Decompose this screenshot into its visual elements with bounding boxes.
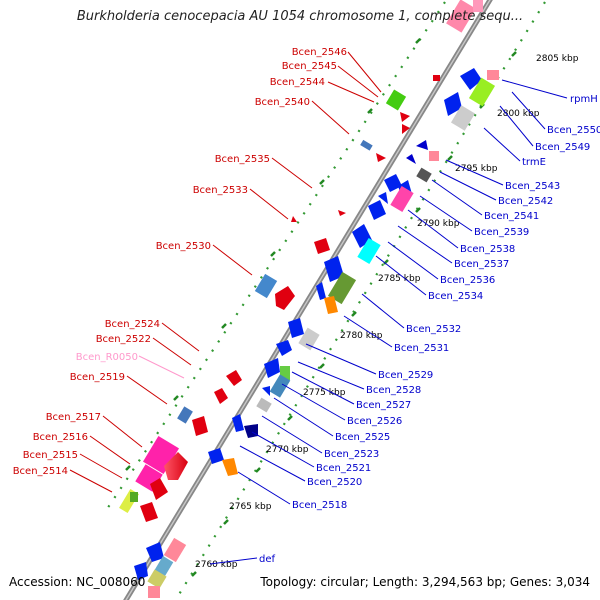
- gene-label[interactable]: Bcen_2543: [505, 181, 560, 192]
- gene-label[interactable]: Bcen_2540: [255, 97, 310, 108]
- kbp-tick-label: 2765 kbp: [229, 502, 272, 512]
- forward-features: [119, 0, 483, 522]
- gene-label[interactable]: Bcen_2525: [335, 432, 390, 443]
- gene-label[interactable]: Bcen_2529: [378, 370, 433, 381]
- gene-label[interactable]: Bcen_2516: [33, 432, 88, 443]
- accession-text: Accession: NC_008060: [9, 575, 146, 589]
- gene-label[interactable]: Bcen_2542: [498, 196, 553, 207]
- kbp-tick-label: 2760 kbp: [195, 560, 238, 570]
- kbp-tick-label: 2795 kbp: [455, 164, 498, 174]
- gene-label[interactable]: Bcen_2537: [454, 259, 509, 270]
- gene-label[interactable]: Bcen_2536: [440, 275, 495, 286]
- genome-backbone: [123, 0, 493, 600]
- gene-label-rna[interactable]: Bcen_R0050: [76, 352, 138, 363]
- map-title: Burkholderia cenocepacia AU 1054 chromos…: [76, 9, 524, 24]
- gene-label[interactable]: Bcen_2534: [428, 291, 483, 302]
- gene-label[interactable]: Bcen_2549: [535, 142, 590, 153]
- gene-label[interactable]: Bcen_2539: [474, 227, 529, 238]
- left-labels: Bcen_2546 Bcen_2545 Bcen_2544 Bcen_2540 …: [13, 47, 347, 477]
- gene-label[interactable]: Bcen_2546: [292, 47, 347, 58]
- gene-label[interactable]: Bcen_2533: [193, 185, 248, 196]
- left-leader-lines: [69, 51, 382, 493]
- gene-label[interactable]: Bcen_2528: [366, 385, 421, 396]
- topology-text: Topology: circular; Length: 3,294,563 bp…: [260, 575, 590, 589]
- kbp-tick-label: 2790 kbp: [417, 219, 460, 229]
- gene-label[interactable]: Bcen_2526: [347, 416, 402, 427]
- gene-label[interactable]: rpmH: [570, 94, 598, 105]
- kbp-ticks: 2805 kbp 2800 kbp 2795 kbp 2790 kbp 2785…: [195, 54, 579, 570]
- kbp-tick-label: 2780 kbp: [340, 331, 383, 341]
- gene-label[interactable]: Bcen_2520: [307, 477, 362, 488]
- gene-label[interactable]: Bcen_2545: [282, 61, 337, 72]
- gene-label[interactable]: Bcen_2527: [356, 400, 411, 411]
- gene-label[interactable]: Bcen_2530: [156, 241, 211, 252]
- gene-label[interactable]: Bcen_2538: [460, 244, 515, 255]
- gene-label[interactable]: Bcen_2514: [13, 466, 68, 477]
- gene-label[interactable]: Bcen_2531: [394, 343, 449, 354]
- gene-label[interactable]: Bcen_2519: [70, 372, 125, 383]
- gene-label[interactable]: Bcen_2550: [547, 125, 600, 136]
- kbp-tick-label: 2785 kbp: [378, 274, 421, 284]
- gene-label[interactable]: Bcen_2518: [292, 500, 347, 511]
- gene-label[interactable]: def: [259, 554, 276, 565]
- gene-label[interactable]: Bcen_2544: [270, 77, 325, 88]
- gene-label[interactable]: trmE: [522, 157, 546, 168]
- gene-label[interactable]: Bcen_2524: [105, 319, 160, 330]
- gene-label[interactable]: Bcen_2517: [46, 412, 101, 423]
- right-leader-lines: [209, 79, 568, 565]
- kbp-tick-label: 2805 kbp: [536, 54, 579, 64]
- gene-label[interactable]: Bcen_2522: [96, 334, 151, 345]
- gene-label[interactable]: Bcen_2532: [406, 324, 461, 335]
- kbp-tick-label: 2770 kbp: [266, 445, 309, 455]
- gene-label[interactable]: Bcen_2523: [324, 449, 379, 460]
- gene-label[interactable]: Bcen_2535: [215, 154, 270, 165]
- gene-label[interactable]: Bcen_2521: [316, 463, 371, 474]
- kbp-tick-label: 2800 kbp: [497, 109, 540, 119]
- kbp-tick-label: 2775 kbp: [303, 388, 346, 398]
- reverse-features: [134, 68, 499, 598]
- gene-label[interactable]: Bcen_2541: [484, 211, 539, 222]
- gene-label[interactable]: Bcen_2515: [23, 450, 78, 461]
- right-labels: rpmH Bcen_2550 Bcen_2549 trmE Bcen_2543 …: [259, 94, 600, 565]
